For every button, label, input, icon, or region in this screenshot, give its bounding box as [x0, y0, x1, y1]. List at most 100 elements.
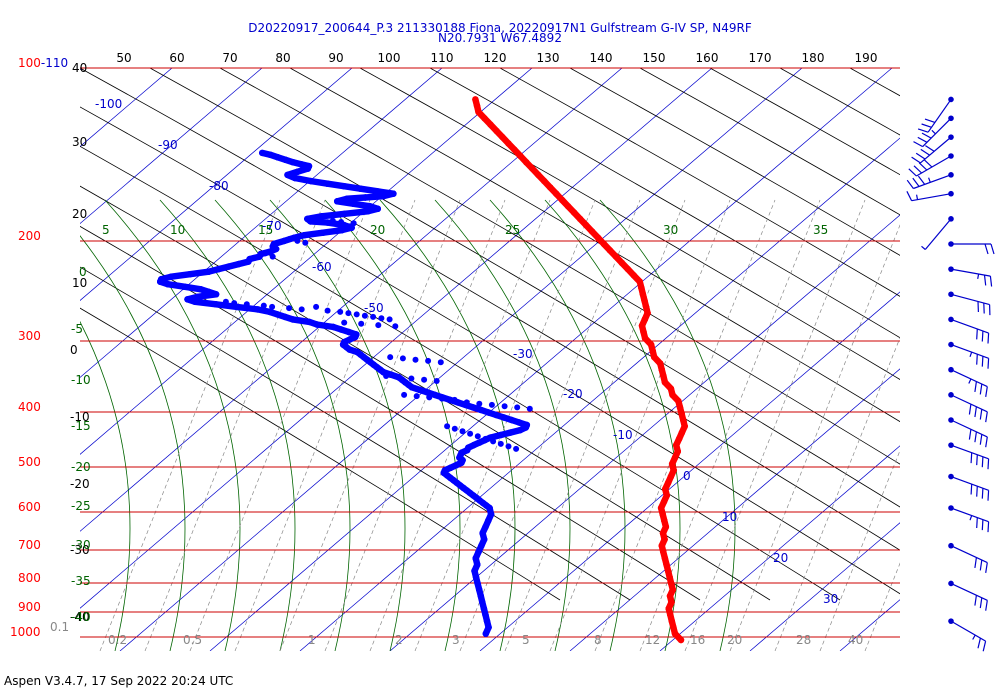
isotherm-line — [80, 68, 623, 532]
dry-adiabat-line — [80, 68, 900, 551]
wind-barb — [948, 241, 995, 255]
dry-adiabat-line — [990, 68, 1000, 600]
isotherm-line — [479, 291, 900, 651]
top-tick-label: 190 — [855, 51, 878, 65]
top-tick-label: 60 — [169, 51, 184, 65]
dewpoint-scatter-point — [378, 315, 385, 322]
wind-barb-staff — [913, 174, 952, 190]
wind-barb-staff — [950, 444, 989, 460]
moist-adiabat-label: -20 — [71, 460, 91, 474]
isotherm-line — [80, 68, 263, 225]
wind-barb-flag — [979, 597, 983, 609]
wind-barb-flag — [987, 333, 990, 344]
isotherm-label: 10 — [722, 510, 737, 524]
dewpoint-scatter-point — [526, 405, 533, 412]
mixing-ratio-line — [910, 200, 1000, 651]
top-tick-label: 110 — [431, 51, 454, 65]
dewpoint-scatter-point — [386, 316, 393, 323]
top-tick-label: 150 — [643, 51, 666, 65]
wind-barb-flag — [976, 328, 978, 340]
isotherm-line — [569, 368, 900, 651]
dry-adiabat-label: 30 — [663, 223, 678, 237]
dry-adiabat-line — [80, 185, 771, 601]
dry-adiabat-label: 25 — [505, 223, 520, 237]
wind-barb-flag — [917, 136, 928, 143]
pressure-label: 700 — [18, 538, 41, 552]
isotherm-line — [659, 445, 900, 651]
wind-barb — [948, 291, 991, 316]
dewpoint-scatter-point — [408, 375, 415, 382]
mixing-ratio-line — [369, 199, 551, 651]
left-tick-label: -10 — [70, 410, 90, 424]
isotherm-line — [80, 68, 173, 148]
wind-barb-staff — [950, 620, 986, 642]
wind-barb-half-flag — [921, 245, 926, 250]
top-tick-label: 50 — [116, 51, 131, 65]
wind-barb-flag — [989, 276, 993, 287]
mixing-ratio-line — [189, 199, 371, 651]
dewpoint-scatter-point — [451, 396, 458, 403]
pressure-label: 300 — [18, 329, 41, 343]
dewpoint-scatter-point — [433, 378, 440, 384]
top-tick-label: 120 — [484, 51, 507, 65]
top-tick-label: 160 — [696, 51, 719, 65]
wind-barb-staff — [927, 99, 952, 133]
wind-barb — [917, 96, 954, 133]
dewpoint-scatter-point — [350, 220, 357, 227]
mixing-ratio-line — [504, 199, 686, 651]
dewpoint-scatter-point — [370, 313, 377, 320]
dewpoint-scatter-point — [286, 305, 293, 312]
wind-barb-staff — [950, 394, 988, 413]
wind-barb-flag — [921, 123, 932, 128]
dewpoint-scatter-point — [451, 425, 458, 432]
dewpoint-point-segment — [212, 301, 241, 311]
wind-barb — [921, 216, 954, 250]
dewpoint-scatter-point — [302, 239, 309, 246]
dewpoint-scatter-point — [421, 376, 428, 383]
wind-barb — [948, 266, 993, 287]
isotherm-line — [0, 0, 40, 651]
mixing-ratio-label: 0.5 — [183, 633, 202, 647]
mixing-ratio-line — [459, 199, 641, 651]
wind-barb-flag — [976, 517, 978, 529]
moist-adiabat-label: 0 — [79, 265, 87, 279]
wind-barb-flag — [987, 521, 990, 533]
dewpoint-scatter-point — [490, 438, 497, 445]
dry-adiabat-label: 5 — [102, 223, 110, 237]
wind-barb-flag — [970, 484, 973, 495]
dry-adiabat-line — [149, 68, 900, 508]
footer-text: Aspen V3.4.7, 17 Sep 2022 20:24 UTC — [4, 674, 234, 688]
moist-adiabat-label: -15 — [71, 419, 91, 433]
wind-barb-flag — [920, 148, 930, 156]
left-tick-label: 40 — [72, 61, 87, 75]
wind-barb-staff — [950, 268, 991, 277]
isotherm-label: -10 — [613, 428, 633, 442]
isotherm-label: -70 — [262, 219, 282, 233]
dewpoint-scatter-point — [338, 219, 345, 225]
dewpoint-scatter-point — [437, 359, 444, 366]
pressure-label-part: -110 — [41, 56, 68, 70]
dewpoint-scatter-point — [345, 310, 352, 317]
wind-barb-flag — [981, 456, 984, 468]
mixing-ratio-line — [864, 562, 900, 651]
mixing-ratio-line — [729, 224, 900, 651]
dry-adiabat-line — [289, 68, 900, 423]
pressure-label: 100-110 — [18, 56, 68, 70]
dewpoint-scatter-point — [361, 312, 368, 319]
dewpoint-scatter-point — [337, 308, 344, 315]
moist-adiabat-label: -10 — [71, 373, 91, 387]
left-tick-label: -30 — [70, 543, 90, 557]
dewpoint-scatter-point — [395, 374, 402, 381]
wind-barb-flag — [985, 562, 988, 573]
dry-adiabat-line — [359, 68, 900, 380]
left-tick-label: 20 — [72, 207, 87, 221]
dewpoint-scatter-point — [399, 355, 406, 362]
dry-adiabat-line — [499, 68, 900, 297]
wind-barb — [948, 392, 988, 423]
wind-barb-flag — [974, 431, 977, 443]
pressure-label: 400 — [18, 400, 41, 414]
dewpoint-scatter-point — [425, 357, 432, 364]
left-tick-label: 10 — [72, 276, 87, 290]
moist-adiabat-label: -40 — [71, 610, 91, 624]
